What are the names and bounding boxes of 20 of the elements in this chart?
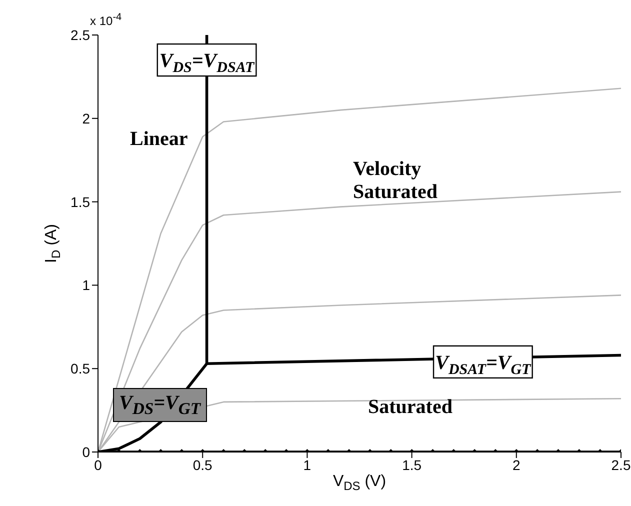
x-tick-label: 2.5 [611,456,631,473]
text: x 10$^{-4}$ [90,12,122,28]
y-tick-label: 0.5 [70,360,90,377]
y-tick-label: 0 [82,444,90,460]
x-tick-label: 0 [94,456,102,473]
x-tick-label: 1 [303,456,312,473]
annotation: Saturated [368,396,452,418]
y-tick-label: 1 [82,277,90,294]
annotation: V$_{DS}$=V$_{GT}$ [119,392,201,418]
x-tick-label: 1.5 [402,456,422,473]
x-tick-label: 0.5 [192,456,213,473]
annotation: Velocity Saturated [353,158,438,203]
x-axis-title: V$_{DS}$ (V) [332,473,386,493]
y-tick-label: 2.5 [70,26,90,43]
y-tick-label: 1.5 [70,194,90,210]
annotation: V$_{DSAT}$=V$_{GT}$ [435,352,532,378]
annotation: Linear [130,128,188,150]
x-tick-label: 2 [512,456,520,473]
annotation: V$_{DS}$=V$_{DSAT}$ [159,50,256,76]
y-tick-label: 2 [82,110,90,126]
